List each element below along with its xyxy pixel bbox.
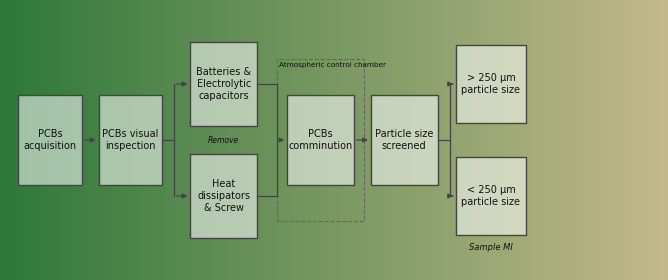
FancyBboxPatch shape: [190, 154, 257, 238]
Text: PCBs visual
inspection: PCBs visual inspection: [102, 129, 158, 151]
Text: PCBs
acquisition: PCBs acquisition: [23, 129, 77, 151]
FancyBboxPatch shape: [456, 45, 526, 123]
Text: Remove: Remove: [208, 136, 239, 145]
FancyBboxPatch shape: [190, 42, 257, 126]
Text: PCBs
comminution: PCBs comminution: [289, 129, 353, 151]
FancyBboxPatch shape: [287, 95, 354, 185]
FancyBboxPatch shape: [99, 95, 162, 185]
Text: Batteries &
Electrolytic
capacitors: Batteries & Electrolytic capacitors: [196, 67, 251, 101]
FancyBboxPatch shape: [18, 95, 82, 185]
Text: Atmospheric control chamber: Atmospheric control chamber: [279, 62, 385, 67]
Text: < 250 μm
particle size: < 250 μm particle size: [462, 185, 520, 207]
FancyBboxPatch shape: [456, 157, 526, 235]
Text: Sample MI: Sample MI: [469, 243, 513, 252]
Text: > 250 μm
particle size: > 250 μm particle size: [462, 73, 520, 95]
Text: Particle size
screened: Particle size screened: [375, 129, 434, 151]
Text: Heat
dissipators
& Screw: Heat dissipators & Screw: [197, 179, 250, 213]
FancyBboxPatch shape: [371, 95, 438, 185]
